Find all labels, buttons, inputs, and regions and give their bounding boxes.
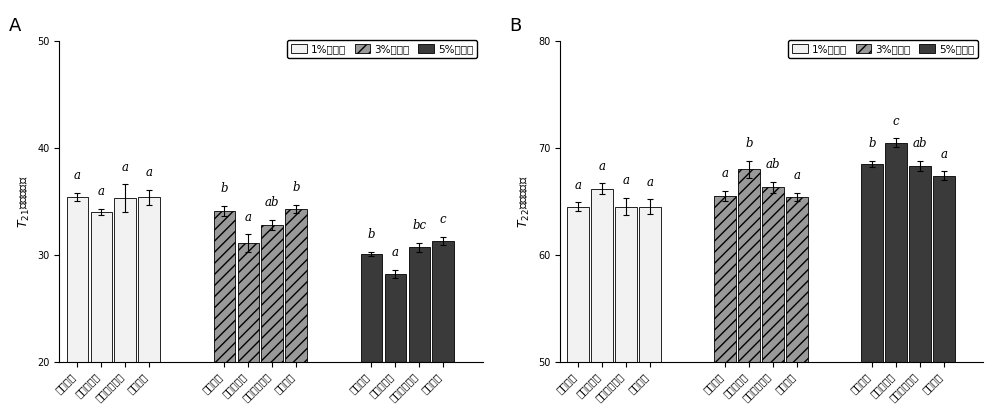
Text: ab: ab <box>766 158 780 171</box>
Bar <box>615 207 637 362</box>
Text: a: a <box>146 166 153 179</box>
Bar <box>639 207 661 362</box>
Bar <box>409 247 430 362</box>
Bar <box>238 243 259 362</box>
Text: a: a <box>575 179 582 192</box>
Bar <box>91 212 112 362</box>
Text: a: a <box>245 211 252 224</box>
Bar <box>261 225 283 362</box>
Text: a: a <box>598 160 605 173</box>
Text: bc: bc <box>412 219 426 232</box>
Text: c: c <box>440 213 446 226</box>
Legend: 1%低聚糖, 3%低聚糖, 5%低聚糖: 1%低聚糖, 3%低聚糖, 5%低聚糖 <box>788 40 978 58</box>
Bar <box>762 187 784 362</box>
Bar <box>714 196 736 362</box>
Bar <box>385 274 406 362</box>
Bar <box>138 197 160 362</box>
Text: a: a <box>74 169 81 182</box>
Text: B: B <box>509 17 522 35</box>
Text: a: a <box>122 160 129 173</box>
Text: a: a <box>622 174 629 187</box>
Bar <box>786 197 808 362</box>
Bar <box>591 189 613 362</box>
Text: a: a <box>98 185 105 198</box>
Bar <box>861 164 883 362</box>
Text: b: b <box>745 137 753 150</box>
Bar <box>738 169 760 362</box>
Text: ab: ab <box>913 137 927 150</box>
Text: c: c <box>893 115 899 128</box>
Text: a: a <box>646 176 653 189</box>
Y-axis label: $T_{22}$相对峰面积: $T_{22}$相对峰面积 <box>517 175 532 228</box>
Bar <box>567 207 589 362</box>
Bar <box>909 166 931 362</box>
Bar <box>114 198 136 362</box>
Text: b: b <box>292 181 300 194</box>
Text: a: a <box>940 148 947 161</box>
Bar <box>285 209 307 362</box>
Legend: 1%低聚糖, 3%低聚糖, 5%低聚糖: 1%低聚糖, 3%低聚糖, 5%低聚糖 <box>287 40 477 58</box>
Text: a: a <box>793 169 800 182</box>
Bar <box>214 211 235 362</box>
Bar <box>933 176 955 362</box>
Bar <box>361 254 382 362</box>
Text: a: a <box>722 167 729 180</box>
Text: A: A <box>9 17 21 35</box>
Text: b: b <box>868 137 876 150</box>
Bar <box>885 143 907 362</box>
Bar <box>432 241 454 362</box>
Text: a: a <box>392 246 399 259</box>
Text: b: b <box>221 182 228 195</box>
Bar <box>67 197 88 362</box>
Text: ab: ab <box>265 196 279 209</box>
Text: b: b <box>368 228 375 241</box>
Y-axis label: $T_{21}$相对峰面积: $T_{21}$相对峰面积 <box>17 175 32 228</box>
